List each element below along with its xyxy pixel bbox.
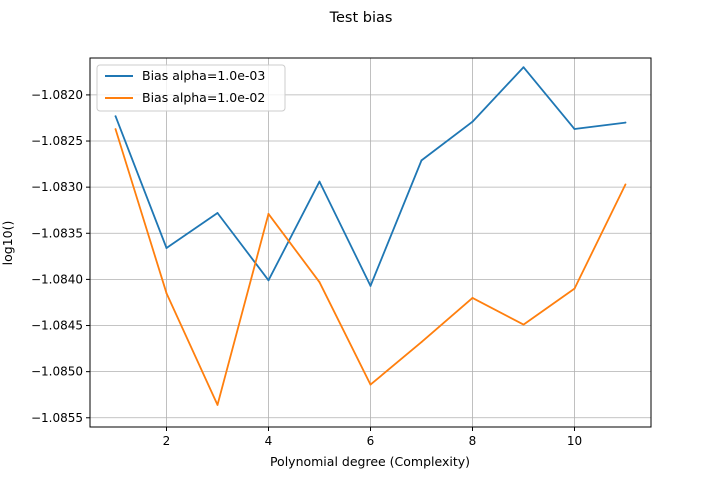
series-2-point	[369, 383, 372, 386]
y-tick-label: −1.0830	[31, 180, 83, 194]
series-2-point	[165, 292, 168, 295]
y-tick-label: −1.0850	[31, 365, 83, 379]
series-1-point	[267, 279, 270, 282]
series-1-point	[318, 180, 321, 183]
x-tick-label: 10	[567, 434, 582, 448]
series-2-point	[114, 128, 117, 130]
series-1-point	[165, 247, 168, 249]
chart-title: Test bias	[329, 10, 393, 26]
series-2-point	[471, 296, 474, 299]
series-1-point	[420, 159, 423, 162]
series-2-point	[522, 323, 525, 326]
y-tick-label: −1.0835	[31, 226, 83, 240]
x-tick-label: 6	[367, 434, 375, 448]
series-2-point	[318, 281, 321, 284]
y-axis-label: log10()	[0, 221, 15, 266]
y-tick-label: −1.0840	[31, 272, 83, 286]
y-tick-label: −1.0845	[31, 319, 83, 333]
series-1-point	[573, 128, 576, 130]
y-tick-label: −1.0820	[31, 88, 83, 102]
series-2-point	[624, 183, 627, 186]
series-1-point	[216, 212, 219, 214]
series-1-point	[624, 121, 627, 124]
series-1-point	[114, 115, 117, 118]
series-2-point	[573, 287, 576, 290]
series-2-point	[216, 403, 219, 406]
series-lines	[114, 66, 627, 406]
legend-label-1: Bias alpha=1.0e-03	[142, 68, 265, 83]
y-tick-label: −1.0825	[31, 134, 83, 148]
x-tick-label: 8	[469, 434, 477, 448]
series-2-point	[420, 341, 423, 344]
legend-box	[96, 64, 286, 112]
series-1-point	[471, 120, 474, 123]
y-tick-label: −1.0855	[31, 411, 83, 425]
x-tick-label: 4	[265, 434, 273, 448]
legend: Bias alpha=1.0e-03 Bias alpha=1.0e-02	[96, 64, 286, 112]
x-tick-label: 2	[163, 434, 171, 448]
series-2-point	[267, 213, 270, 215]
legend-label-2: Bias alpha=1.0e-02	[142, 90, 265, 105]
x-axis-label: Polynomial degree (Complexity)	[270, 454, 470, 469]
series-1-point	[522, 66, 525, 69]
grid	[90, 58, 651, 427]
ticks: 2 4 6 8 10 −1.0855 −1.0850 −1.0845 −1.0840 −1.083…	[31, 88, 582, 448]
series-1-point	[369, 284, 372, 287]
